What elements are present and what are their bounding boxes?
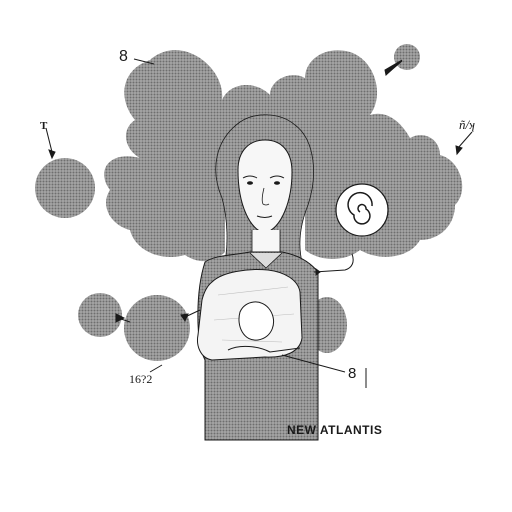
- figure-label-left: T: [40, 120, 48, 132]
- caption: NEW ATLANTIS: [287, 423, 383, 437]
- figure-label-top: 8: [119, 48, 128, 65]
- held-bag: [197, 269, 303, 361]
- figure-label-lower-left: 16?2: [129, 372, 153, 386]
- face: [237, 139, 293, 234]
- neck: [251, 230, 281, 253]
- spiral-bubble: [335, 183, 389, 237]
- leader-lines: [45, 58, 473, 388]
- figure-label-lower-right: 8: [348, 365, 357, 382]
- figure-label-right: ñ/ʞ: [459, 117, 475, 132]
- collar: [249, 252, 283, 269]
